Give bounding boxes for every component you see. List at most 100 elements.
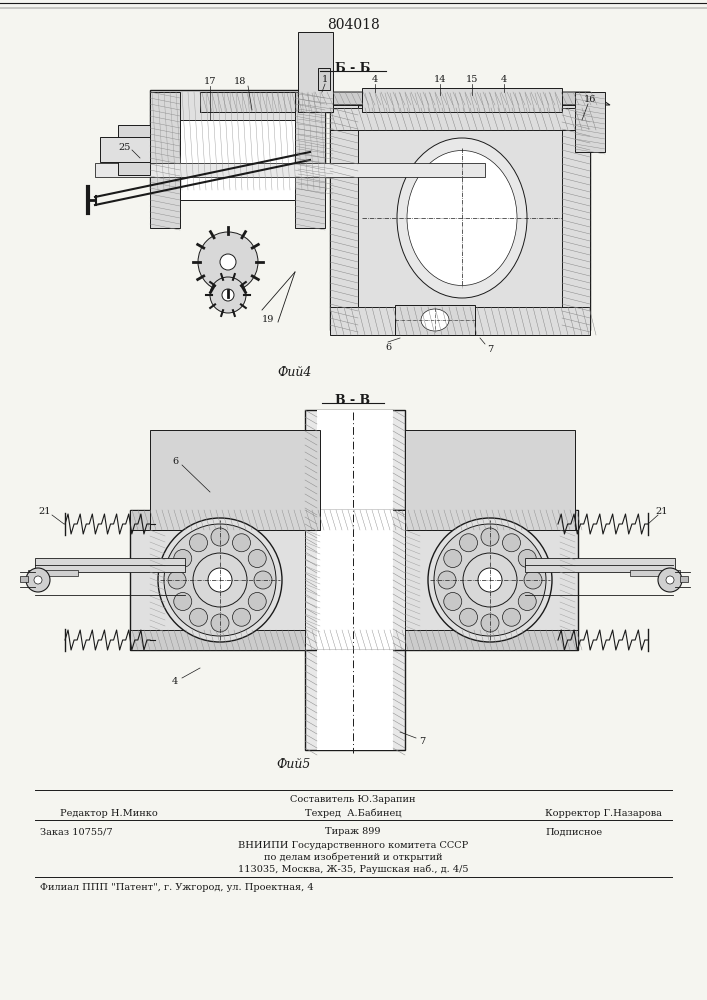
Circle shape [478,568,502,592]
Bar [362,88,562,112]
Text: 16: 16 [584,96,596,104]
Text: 7: 7 [487,346,493,355]
Text: 19: 19 [262,316,274,324]
Circle shape [428,518,552,642]
Circle shape [434,524,546,636]
Text: Тираж 899: Тираж 899 [325,828,381,836]
Bar [395,305,475,335]
Circle shape [248,592,267,610]
Text: 804018: 804018 [327,18,380,32]
Text: 21: 21 [656,508,668,516]
Text: по делам изобретений и открытий: по делам изобретений и открытий [264,852,443,862]
Text: Фий5: Фий5 [276,758,310,770]
Bar [305,510,405,650]
Text: 14: 14 [434,76,446,85]
Circle shape [460,534,477,552]
Text: 4: 4 [172,678,178,686]
Circle shape [211,528,229,546]
Bar [330,108,590,130]
Text: Заказ 10755/7: Заказ 10755/7 [40,828,112,836]
Circle shape [174,592,192,610]
Text: 15: 15 [466,76,478,85]
Bar [330,307,590,335]
Bar [150,90,325,190]
Circle shape [211,614,229,632]
Bar [330,105,590,330]
Circle shape [524,571,542,589]
Circle shape [444,550,462,568]
Circle shape [233,534,250,552]
Circle shape [254,571,272,589]
Bar [95,163,485,177]
Circle shape [164,524,276,636]
Text: 18: 18 [234,78,246,87]
Bar [150,430,320,530]
Circle shape [189,534,207,552]
Bar [200,92,315,112]
Circle shape [481,528,499,546]
Bar [630,570,680,576]
Text: Подписное: Подписное [545,828,602,836]
Circle shape [168,571,186,589]
Text: Корректор Г.Назарова: Корректор Г.Назарова [545,808,662,818]
Text: ВНИИПИ Государственного комитета СССР: ВНИИПИ Государственного комитета СССР [238,840,468,850]
Text: 4: 4 [372,76,378,85]
Bar [317,510,393,650]
Bar [330,105,358,330]
Bar [295,92,325,228]
Text: Филиал ППП "Патент", г. Ужгород, ул. Проектная, 4: Филиал ППП "Патент", г. Ужгород, ул. Про… [40,884,314,892]
Bar [20,576,28,582]
Ellipse shape [397,138,527,298]
Text: Составитель Ю.Зарапин: Составитель Ю.Зарапин [291,796,416,804]
Bar [150,92,180,228]
Bar [35,558,185,572]
Circle shape [438,571,456,589]
Circle shape [463,553,517,607]
Circle shape [198,232,258,292]
Circle shape [518,550,536,568]
Circle shape [222,289,234,301]
Circle shape [34,576,42,584]
Bar [130,510,578,530]
Bar [317,650,393,750]
Bar [298,32,333,112]
Text: 6: 6 [172,458,178,466]
Text: Техред  А.Бабинец: Техред А.Бабинец [305,808,402,818]
Circle shape [220,254,236,270]
Circle shape [444,592,462,610]
Text: 4: 4 [501,76,507,85]
Circle shape [481,614,499,632]
Circle shape [503,534,520,552]
Bar [562,105,590,330]
Text: Редактор Н.Минко: Редактор Н.Минко [60,808,158,818]
Polygon shape [310,92,610,105]
Bar [575,92,605,152]
Ellipse shape [407,150,517,286]
Bar [100,137,150,162]
Circle shape [666,576,674,584]
Text: Фий4: Фий4 [277,366,311,379]
Circle shape [658,568,682,592]
Ellipse shape [421,309,449,331]
Circle shape [248,550,267,568]
Text: 7: 7 [419,738,425,746]
Bar [405,430,575,530]
Text: Б - Б: Б - Б [335,62,370,75]
Bar [305,410,405,510]
Circle shape [460,608,477,626]
Bar [130,630,578,650]
Circle shape [208,568,232,592]
Circle shape [158,518,282,642]
Circle shape [503,608,520,626]
Text: В - В: В - В [335,393,370,406]
Circle shape [193,553,247,607]
Bar [525,558,675,572]
Text: 113035, Москва, Ж-35, Раушская наб., д. 4/5: 113035, Москва, Ж-35, Раушская наб., д. … [238,864,468,874]
Bar [180,120,295,200]
Text: 21: 21 [39,508,51,516]
Text: 1: 1 [322,76,328,85]
Text: 17: 17 [204,78,216,87]
Text: 6: 6 [385,344,391,353]
Circle shape [233,608,250,626]
Circle shape [518,592,536,610]
